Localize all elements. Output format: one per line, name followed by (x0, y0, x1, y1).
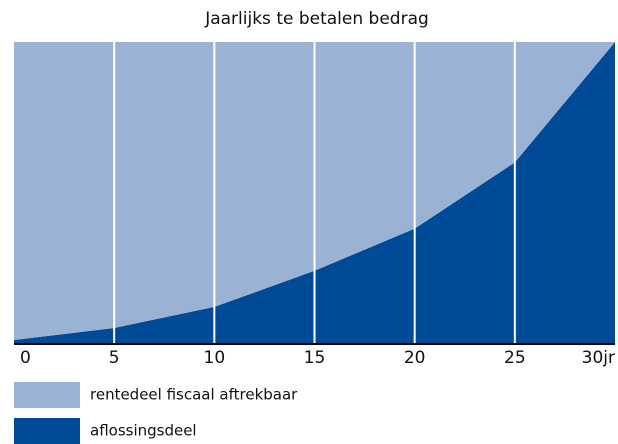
x-tick-label: 5 (109, 348, 120, 368)
x-tick-label: 15 (304, 348, 326, 368)
legend-text: aflossingsdeel (90, 422, 197, 440)
legend-text: rentedeel fiscaal aftrekbaar (90, 386, 298, 404)
x-tick-label: 20 (404, 348, 426, 368)
legend-swatch (14, 418, 80, 444)
x-tick-label: 30jr (582, 348, 615, 368)
x-tick-label: 25 (504, 348, 526, 368)
x-tick-label: 10 (204, 348, 226, 368)
chart-title: Jaarlijks te betalen bedrag (204, 9, 429, 29)
legend-swatch (14, 382, 80, 408)
area (14, 42, 615, 343)
x-tick-label: 0 (20, 348, 31, 368)
